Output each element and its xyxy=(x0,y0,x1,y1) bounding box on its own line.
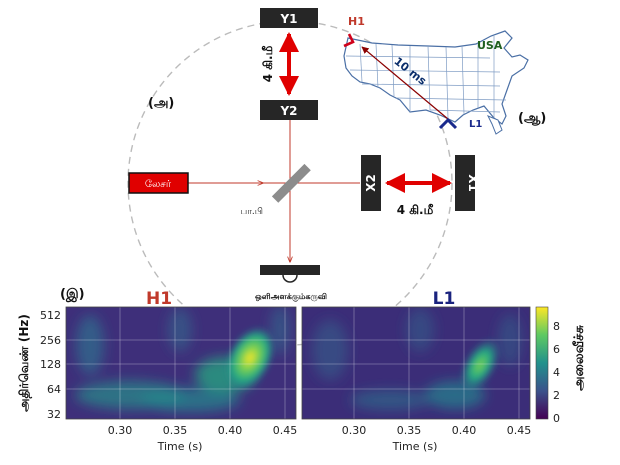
mirror-y1 xyxy=(260,8,318,28)
h1-spectrogram xyxy=(66,307,296,419)
h1-site-label: H1 xyxy=(348,15,365,28)
l1-x-axis-label: Time (s) xyxy=(392,440,438,453)
panel-label-aa: (ஆ) xyxy=(518,111,546,126)
mirror-y2 xyxy=(260,100,318,120)
l1-x-tick-030: 0.30 xyxy=(342,424,367,437)
colorbar-tick-4: 4 xyxy=(553,366,560,379)
colorbar-ticks: 8 6 4 2 0 xyxy=(553,320,560,425)
h1-x-tick-040: 0.40 xyxy=(218,424,243,437)
colorbar-tick-0: 0 xyxy=(553,412,560,425)
x-arm-length-label: 4 கி.மீ xyxy=(397,203,434,217)
colorbar-tick-6: 6 xyxy=(553,343,560,356)
l1-spectrogram-frame xyxy=(301,306,531,420)
mirror-x2-label: X2 xyxy=(364,174,378,192)
beam-splitter-label: பா.பி xyxy=(241,207,263,217)
colorbar xyxy=(535,306,549,420)
y-tick-32: 32 xyxy=(47,408,61,421)
laser-box xyxy=(128,172,189,194)
h1-x-axis-label: Time (s) xyxy=(157,440,203,453)
h1-site-icon xyxy=(343,33,355,48)
h1-panel-title: H1 xyxy=(146,289,172,309)
colorbar-tick-2: 2 xyxy=(553,389,560,402)
laser-label: லேசர் xyxy=(145,179,172,190)
interferometer-diagram: பா.பி லேசர் Y1 Y2 4 கி.மீ X2 X1 4 கி.மீ … xyxy=(127,8,480,346)
y-axis-ticks: 512 256 128 64 32 xyxy=(40,309,61,421)
y-arm-length-label: 4 கி.மீ xyxy=(261,45,275,82)
y-tick-256: 256 xyxy=(40,334,61,347)
spectrogram-figure: (இ) H1 L1 xyxy=(17,287,587,453)
florida xyxy=(486,115,503,135)
l1-site-icon xyxy=(438,117,458,130)
usa-label: USA xyxy=(477,39,503,52)
mirror-x1-label: X1 xyxy=(466,174,480,192)
h1-x-axis-ticks: 0.30 0.35 0.40 0.45 xyxy=(108,424,298,437)
mirror-x2 xyxy=(361,155,381,211)
h1-spectrogram-frame xyxy=(65,306,297,420)
l1-x-tick-035: 0.35 xyxy=(397,424,422,437)
l1-panel-title: L1 xyxy=(433,289,456,309)
l1-x-tick-045: 0.45 xyxy=(507,424,532,437)
photodetector xyxy=(260,265,320,275)
h1-l1-path xyxy=(361,46,449,120)
us-outline xyxy=(343,30,529,125)
photodetector-label: ஒளிஅளக்கும்கருவி xyxy=(255,292,327,303)
h1-x-tick-035: 0.35 xyxy=(163,424,188,437)
y-tick-128: 128 xyxy=(40,358,61,371)
colorbar-tick-8: 8 xyxy=(553,320,560,333)
l1-spectrogram xyxy=(302,307,530,419)
h1-x-tick-030: 0.30 xyxy=(108,424,133,437)
y-axis-label: அதிர்வெண் (Hz) xyxy=(17,314,32,412)
mirror-y1-label: Y1 xyxy=(279,12,297,26)
mirror-y2-label: Y2 xyxy=(279,104,297,118)
photodetector-lens xyxy=(282,274,298,283)
colorbar-label: அலைவீச்சு xyxy=(571,325,587,391)
y-tick-512: 512 xyxy=(40,309,61,322)
l1-x-tick-040: 0.40 xyxy=(452,424,477,437)
panel-label-i: (இ) xyxy=(60,287,85,302)
l1-site-label: L1 xyxy=(469,119,482,130)
panel-label-a: (அ) xyxy=(148,96,174,111)
h1-x-tick-045: 0.45 xyxy=(273,424,298,437)
beam-splitter-mirror xyxy=(271,163,311,203)
l1-x-axis-ticks: 0.30 0.35 0.40 0.45 xyxy=(342,424,532,437)
mirror-x1 xyxy=(455,155,475,211)
us-map: 10 ms H1 L1 USA (ஆ) xyxy=(343,15,546,135)
y-tick-64: 64 xyxy=(47,383,61,396)
state-borders xyxy=(345,36,507,119)
